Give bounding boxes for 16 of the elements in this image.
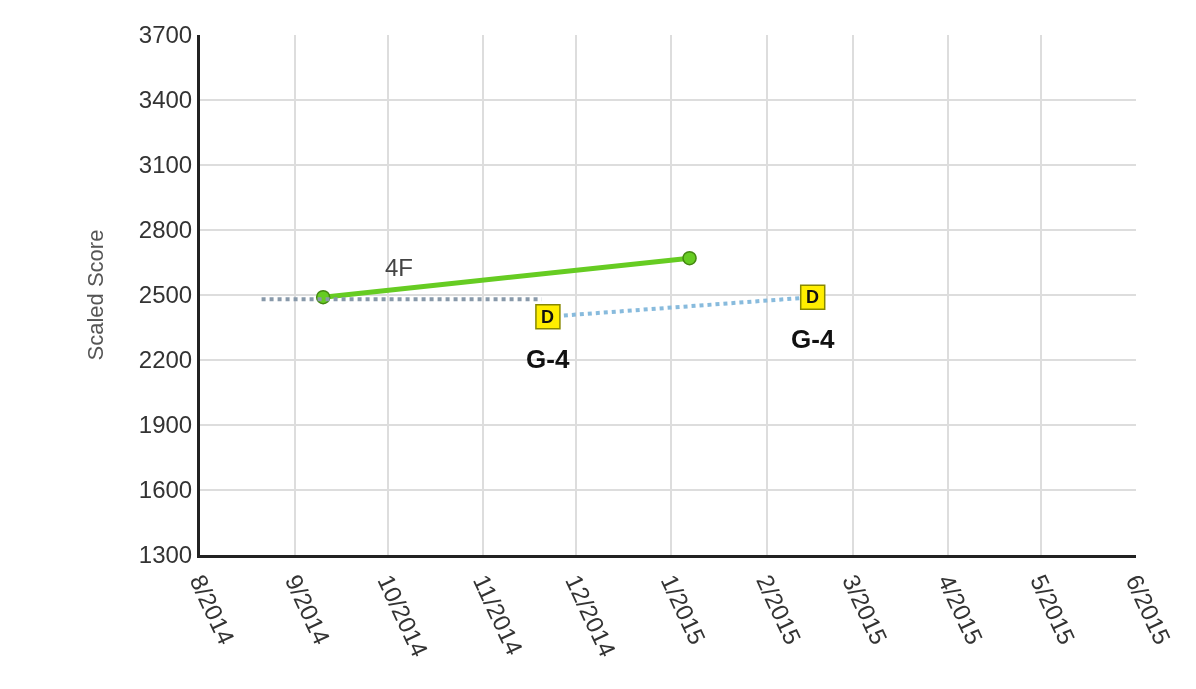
y-tick-label: 2200: [138, 346, 193, 374]
series-label: 4F: [385, 254, 414, 281]
y-tick-label: 2800: [138, 216, 193, 244]
annotation: D: [806, 287, 819, 307]
y-tick-label: 1600: [138, 476, 193, 504]
annotation: G-4: [791, 324, 835, 354]
point: [682, 250, 697, 266]
y-tick-label: 3100: [138, 151, 193, 179]
annotation: G-4: [526, 344, 570, 374]
y-tick-label: 3400: [138, 86, 193, 114]
y-tick-label: 1300: [138, 541, 193, 569]
y-tick-label: 1900: [138, 411, 193, 439]
y-tick-label: 3700: [138, 21, 193, 49]
y-tick-label: 2500: [138, 281, 193, 309]
y-axis-title: Scaled Score: [82, 229, 108, 361]
annotation: D: [541, 307, 554, 327]
